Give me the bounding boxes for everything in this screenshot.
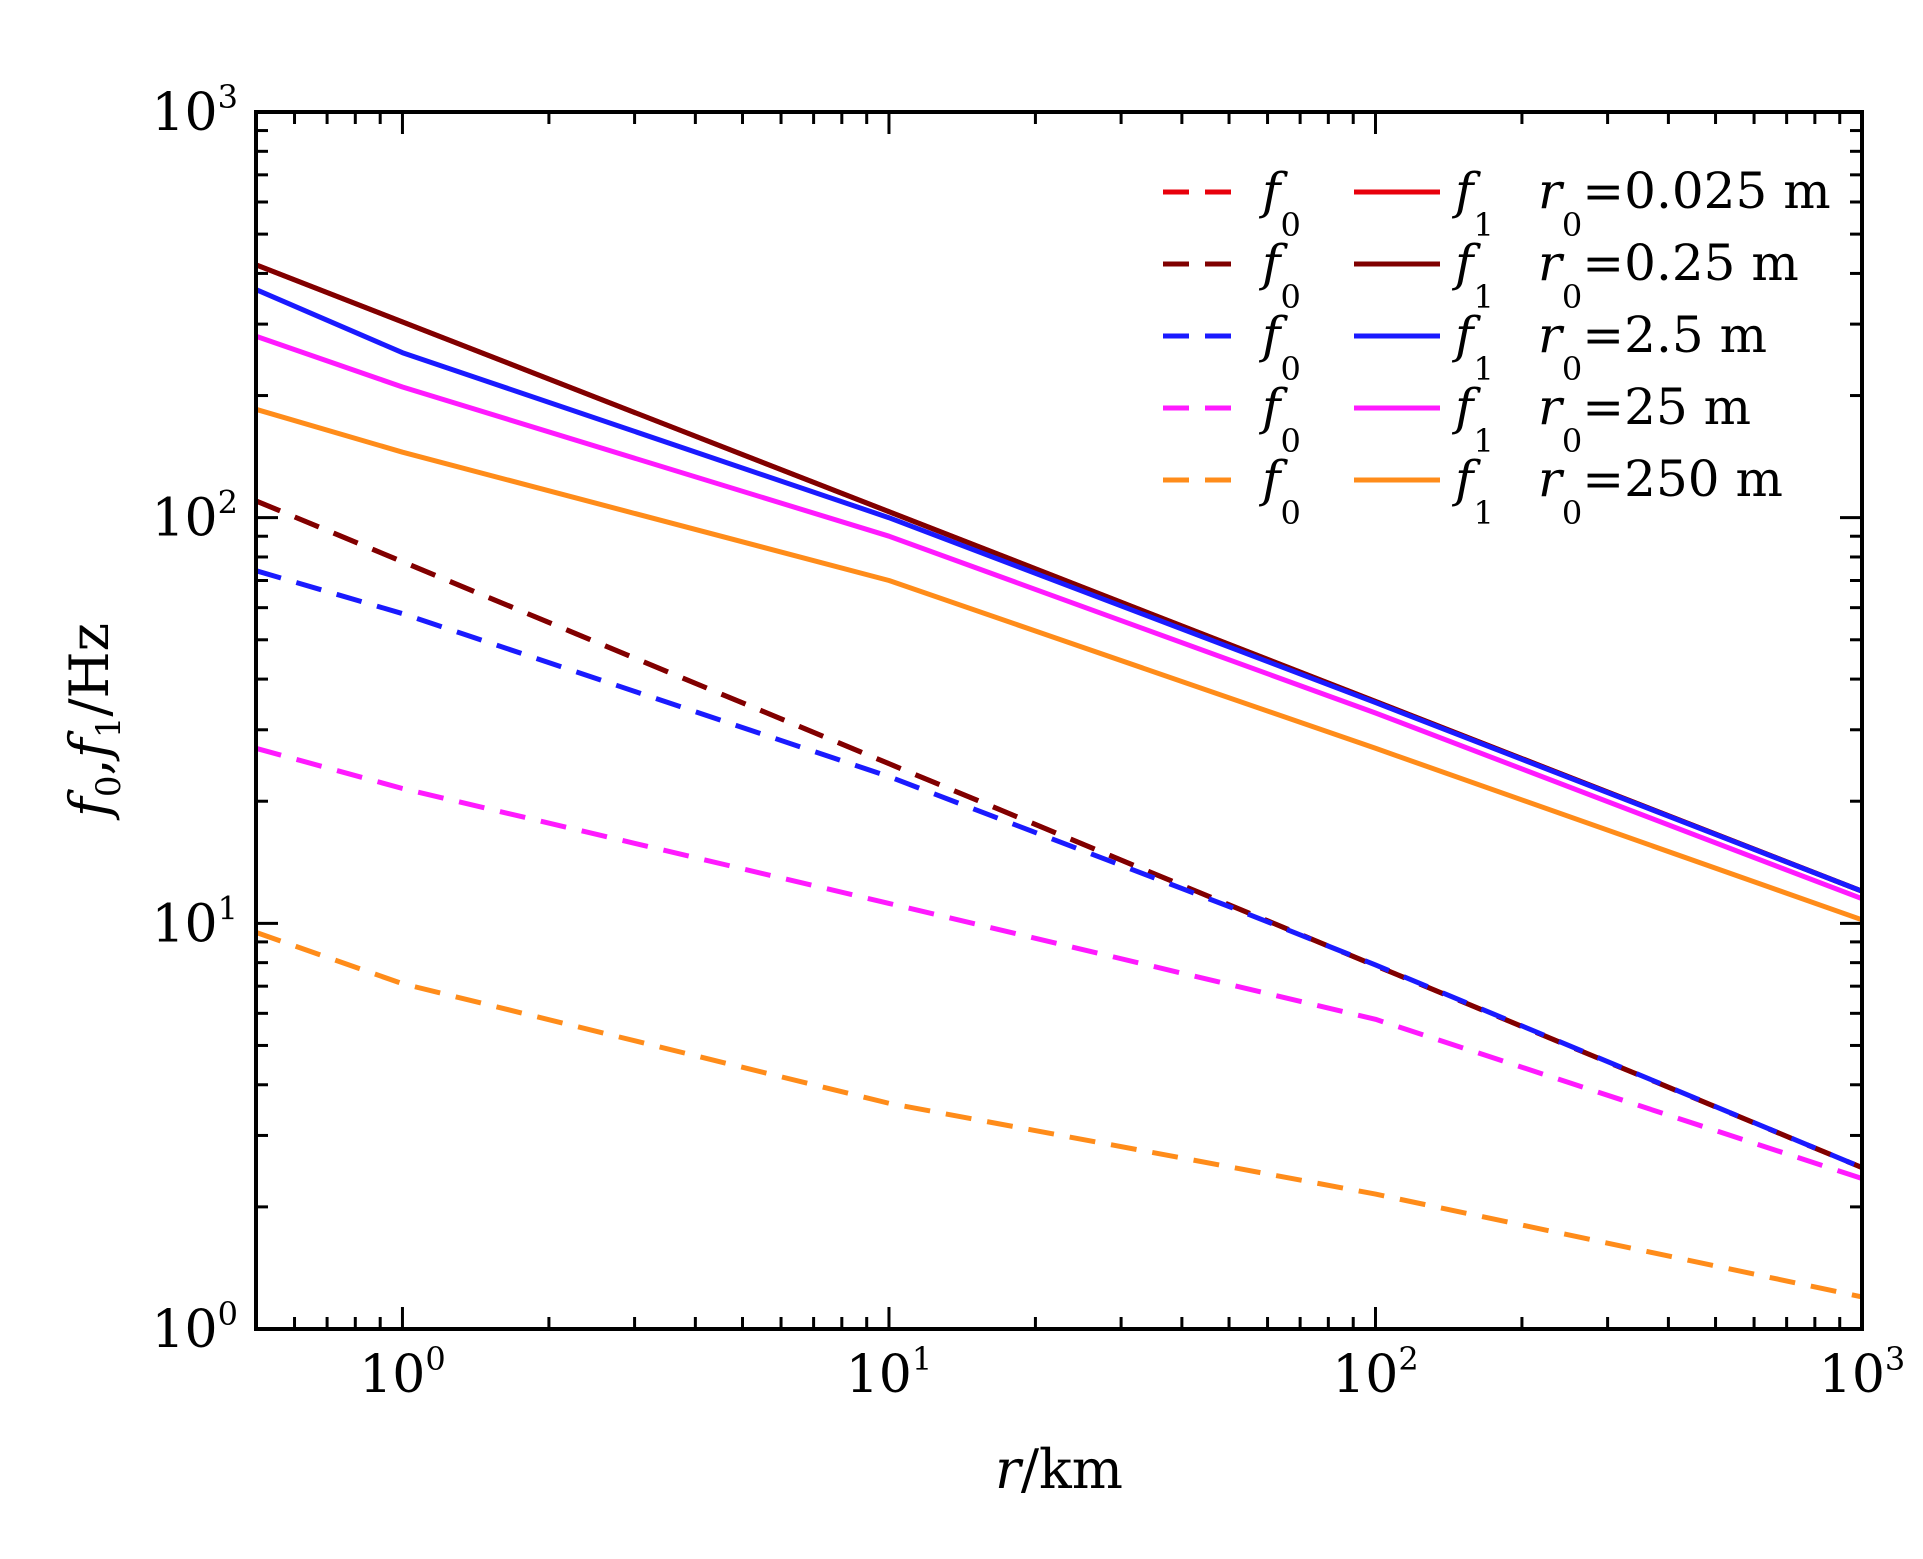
legend-f1-label: f1 [1451, 378, 1494, 460]
y-tick-label: 100 [151, 1295, 238, 1360]
legend-entry: f0 f1 r0=0.025 m [1163, 162, 1831, 244]
series-line-dashed-250-m [255, 930, 1863, 1300]
legend-r0-label: r0=0.25 m [1538, 234, 1799, 316]
x-tick-label: 100 [359, 1340, 446, 1405]
legend-entry: f0 f1 r0=250 m [1163, 450, 1783, 532]
y-axis-label: f0,f1/Hz [58, 623, 129, 821]
y-tick-labels: 100 101 102 103 [151, 78, 238, 1360]
legend-f1-label: f1 [1451, 162, 1494, 244]
legend-f0-label: f0 [1258, 234, 1301, 316]
legend-r0-label: r0=25 m [1538, 378, 1751, 460]
series-line-dashed-25-m [255, 745, 1863, 1181]
series-line-dashed-2-5-m [255, 568, 1863, 1170]
legend-entry: f0 f1 r0=0.25 m [1163, 234, 1799, 316]
legend-f0-label: f0 [1258, 162, 1301, 244]
legend-entry: f0 f1 r0=25 m [1163, 378, 1751, 460]
axis-ticks [254, 110, 1864, 1331]
legend-r0-label: r0=250 m [1538, 450, 1783, 532]
legend-entry: f0 f1 r0=2.5 m [1163, 306, 1767, 388]
series-lines [255, 262, 1863, 1300]
legend-f1-label: f1 [1451, 234, 1494, 316]
y-tick-label: 102 [151, 484, 238, 549]
plot-frame [254, 110, 1864, 1331]
x-axis-label: r/km [995, 1438, 1123, 1501]
legend-r0-label: r0=2.5 m [1538, 306, 1767, 388]
legend-f0-label: f0 [1258, 450, 1301, 532]
legend-f0-label: f0 [1258, 306, 1301, 388]
legend-f0-label: f0 [1258, 378, 1301, 460]
y-tick-label: 103 [151, 78, 238, 143]
series-line-solid-250-m [255, 406, 1863, 923]
x-tick-labels: 100 101 102 103 [359, 1340, 1905, 1405]
y-tick-label: 101 [151, 889, 238, 954]
legend-r0-label: r0=0.025 m [1538, 162, 1831, 244]
x-tick-label: 101 [846, 1340, 933, 1405]
legend-f1-label: f1 [1451, 306, 1494, 388]
x-tick-label: 103 [1819, 1340, 1906, 1405]
series-line-solid-25-m [255, 333, 1863, 902]
x-tick-label: 102 [1332, 1340, 1419, 1405]
legend-f1-label: f1 [1451, 450, 1494, 532]
series-line-dashed-0-25-m [255, 498, 1863, 1170]
series-line-solid-2-5-m [255, 287, 1863, 894]
